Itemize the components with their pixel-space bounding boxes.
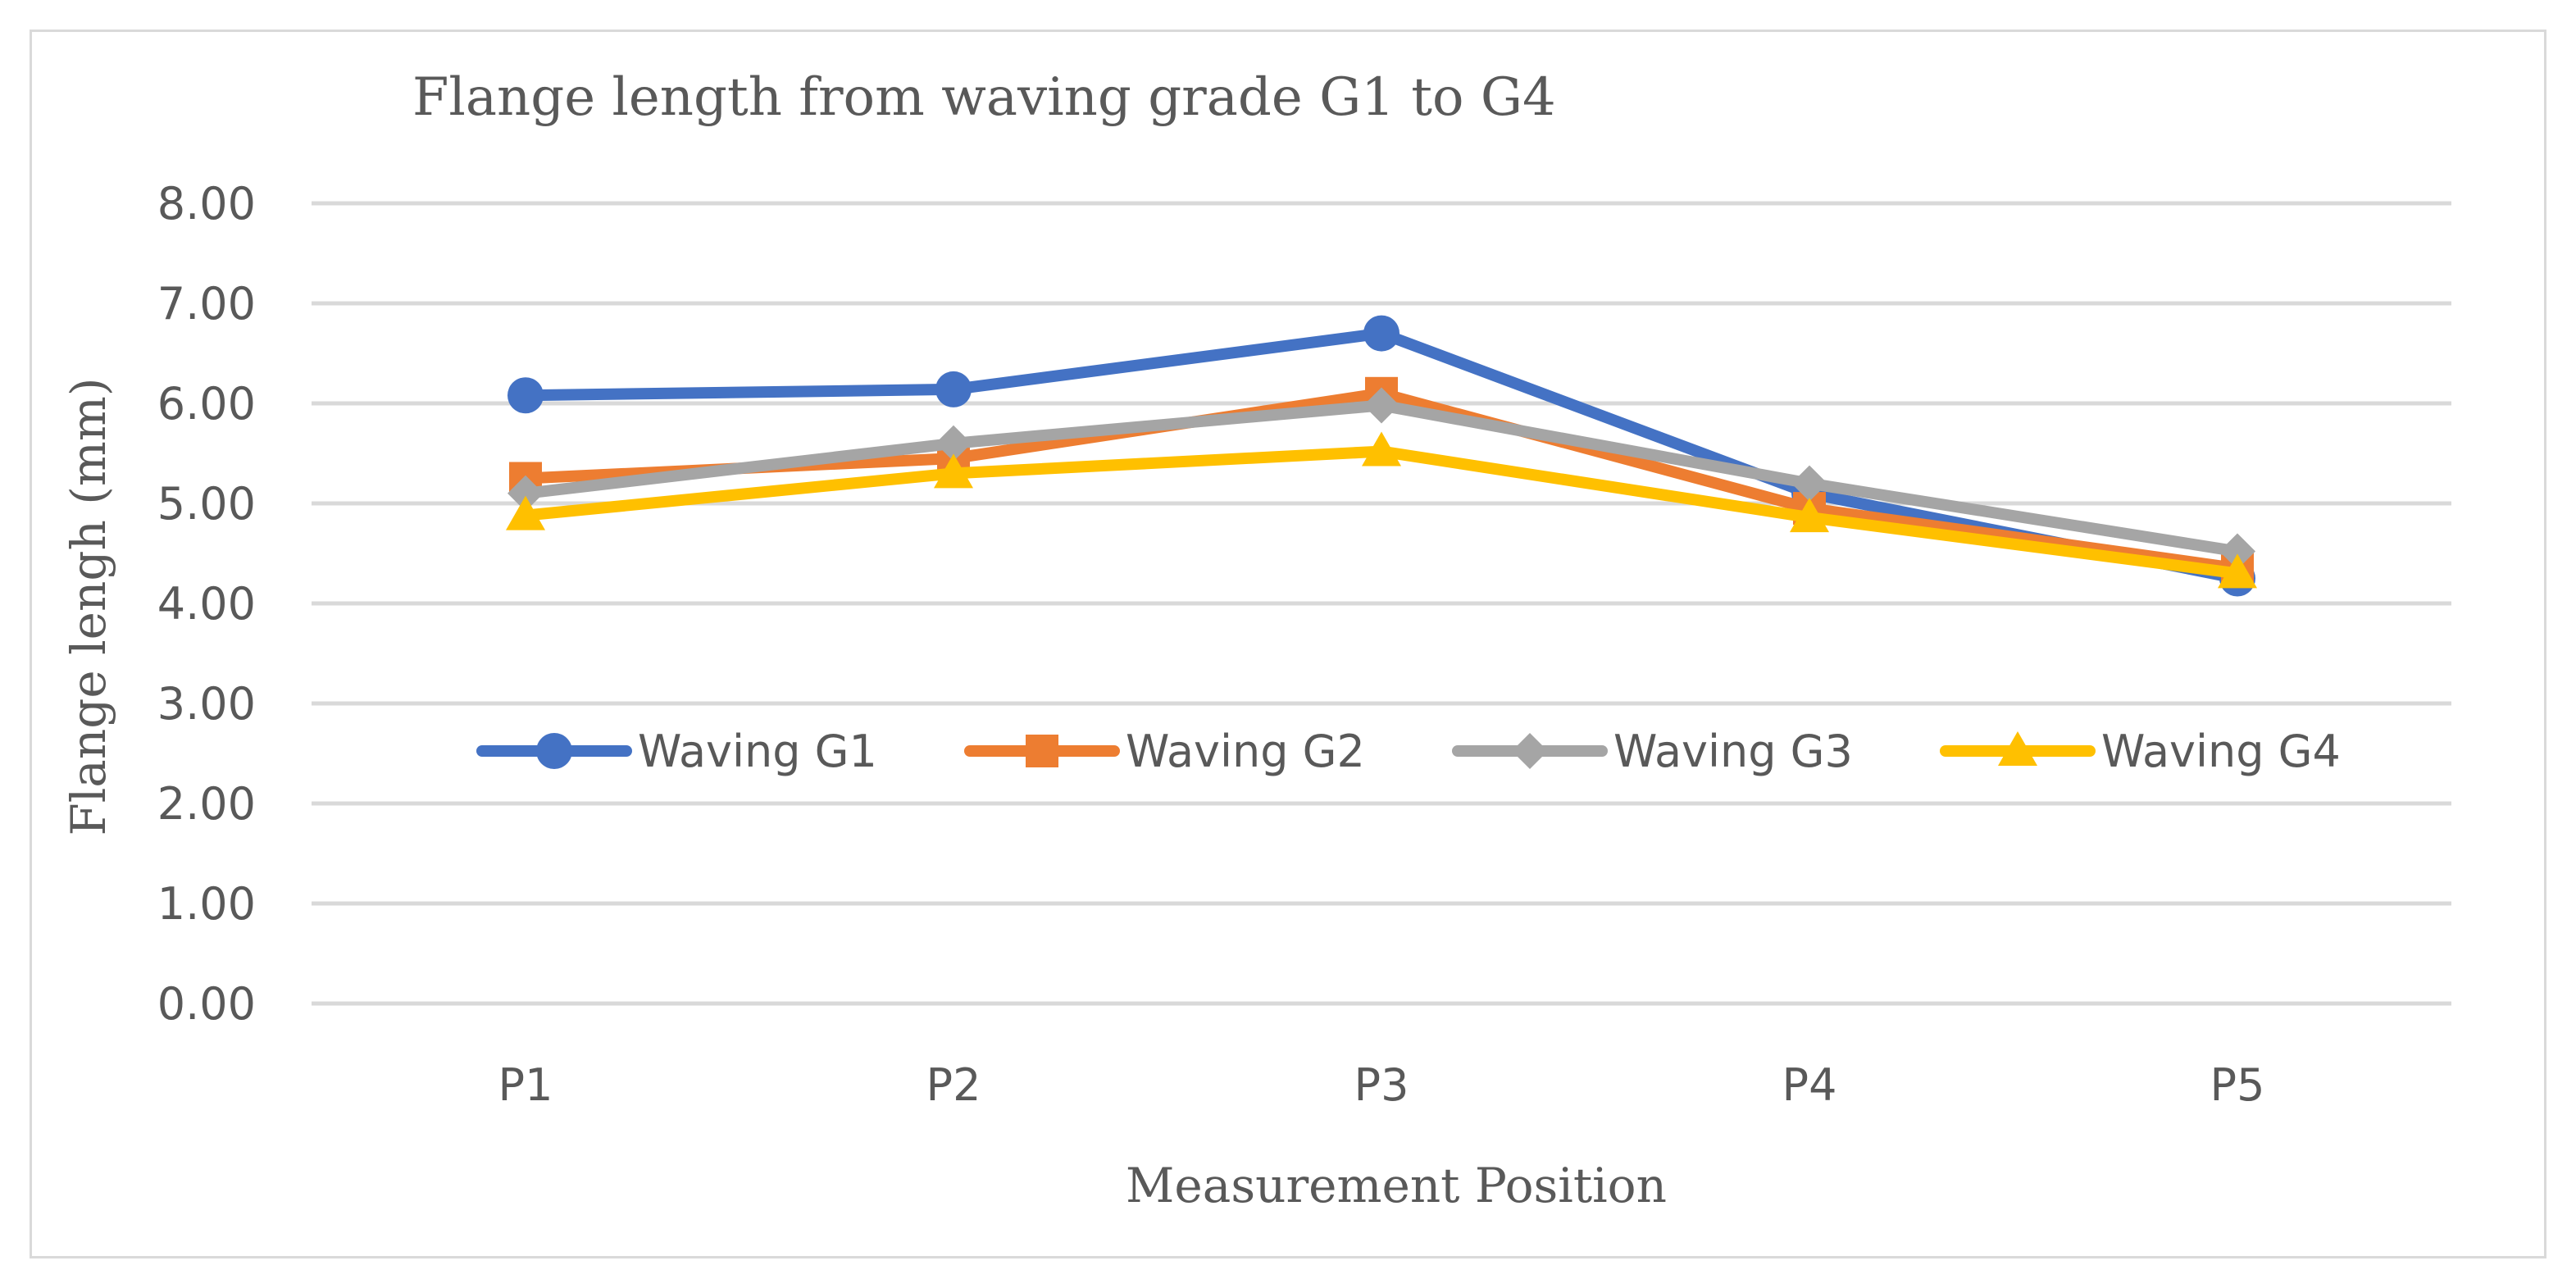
chart-frame <box>30 30 2546 1258</box>
data-point <box>1791 465 1827 502</box>
y-tick-label: 5.00 <box>157 478 256 530</box>
legend-label: Waving G2 <box>1126 726 1365 777</box>
x-axis-tick-labels: P1 P2 P3 P4 P5 <box>498 1059 2265 1111</box>
legend-marker <box>1998 731 2037 766</box>
data-point <box>935 371 972 407</box>
y-tick-label: 4.00 <box>157 578 256 630</box>
y-tick-label: 3.00 <box>157 678 256 730</box>
x-tick-label: P4 <box>1782 1059 1837 1111</box>
chart-title: Flange length from waving grade G1 to G4 <box>412 67 1556 128</box>
y-tick-label: 0.00 <box>157 978 256 1030</box>
data-point <box>507 475 544 512</box>
data-point <box>506 495 545 530</box>
y-tick-label: 1.00 <box>157 878 256 930</box>
data-point <box>1790 498 1829 533</box>
legend-item: Waving G4 <box>1940 726 2341 777</box>
data-point <box>1363 387 1400 424</box>
series-3 <box>507 387 2255 570</box>
y-tick-label: 7.00 <box>157 278 256 330</box>
x-tick-label: P3 <box>1354 1059 1409 1111</box>
series-lines <box>506 315 2257 597</box>
legend-marker <box>536 733 572 769</box>
legend-item: Waving G2 <box>964 726 1365 777</box>
legend-item: Waving G3 <box>1452 726 1853 777</box>
data-point <box>934 453 973 489</box>
legend-item: Waving G1 <box>476 726 877 777</box>
data-point <box>2218 553 2257 589</box>
data-point <box>507 377 544 414</box>
x-tick-label: P1 <box>498 1059 553 1111</box>
data-point <box>2219 533 2255 570</box>
legend-marker <box>1026 735 1058 767</box>
data-point <box>1363 315 1400 352</box>
legend: Waving G1 Waving G2 Waving G3 Waving G4 <box>476 726 2341 777</box>
x-tick-label: P5 <box>2210 1059 2265 1111</box>
y-tick-label: 8.00 <box>157 178 256 230</box>
data-point <box>935 425 972 462</box>
legend-label: Waving G1 <box>638 726 877 777</box>
x-tick-label: P2 <box>926 1059 981 1111</box>
data-point <box>1362 431 1401 467</box>
y-axis-title: Flange lengh (mm) <box>61 377 116 835</box>
y-axis-tick-labels: 0.00 1.00 2.00 3.00 4.00 5.00 6.00 7.00 8.00 <box>157 178 256 1030</box>
legend-label: Waving G4 <box>2101 726 2341 777</box>
y-tick-label: 2.00 <box>157 778 256 830</box>
series-4 <box>506 431 2257 589</box>
legend-marker <box>1512 733 1548 769</box>
y-tick-label: 6.00 <box>157 378 256 430</box>
legend-label: Waving G3 <box>1613 726 1853 777</box>
grid-lines <box>312 201 2451 1006</box>
x-axis-title: Measurement Position <box>1126 1158 1667 1213</box>
